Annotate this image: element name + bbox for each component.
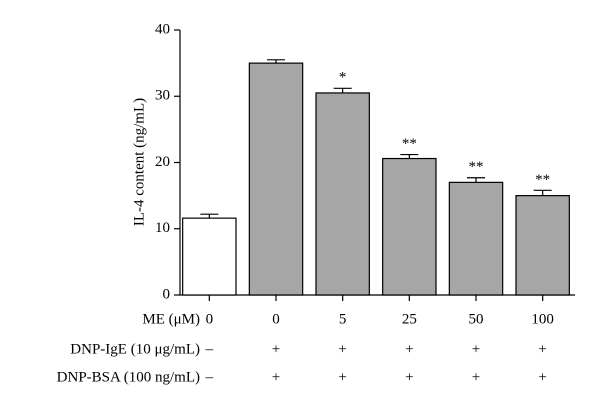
y-tick-label: 10 [155, 220, 170, 236]
x-tick-label: 25 [402, 311, 417, 327]
y-tick-label: 20 [155, 154, 170, 170]
treatment-label: DNP-IgE (10 μg/mL) [70, 341, 200, 357]
bar [182, 217, 237, 296]
bar [515, 195, 570, 296]
treatment-mark: + [538, 341, 546, 357]
treatment-mark: – [205, 369, 214, 385]
y-tick-label: 0 [163, 286, 171, 302]
x-tick-label: 0 [272, 311, 280, 327]
significance-label: ** [535, 172, 550, 188]
x-axis-label: ME (μM) [142, 311, 200, 327]
treatment-mark: + [272, 341, 280, 357]
treatment-mark: + [338, 369, 346, 385]
y-tick-label: 30 [155, 88, 170, 104]
bar [248, 62, 304, 296]
x-tick-label: 100 [531, 311, 554, 327]
treatment-mark: + [272, 369, 280, 385]
treatment-mark: – [205, 341, 214, 357]
x-tick-label: 0 [206, 311, 214, 327]
treatment-mark: + [338, 341, 346, 357]
treatment-mark: + [405, 341, 413, 357]
significance-label: ** [469, 159, 484, 175]
x-tick-label: 5 [339, 311, 347, 327]
treatment-mark: + [538, 369, 546, 385]
treatment-mark: + [472, 341, 480, 357]
y-axis-label: IL-4 content (ng/mL) [131, 98, 147, 226]
bar [382, 157, 437, 296]
treatment-label: DNP-BSA (100 ng/mL) [57, 369, 200, 385]
treatment-mark: + [405, 369, 413, 385]
treatment-mark: + [472, 369, 480, 385]
bar [448, 181, 504, 296]
bar [315, 92, 370, 296]
significance-label: ** [402, 136, 417, 152]
y-tick-label: 40 [155, 21, 170, 37]
x-tick-label: 50 [469, 311, 484, 327]
significance-label: * [339, 70, 347, 86]
